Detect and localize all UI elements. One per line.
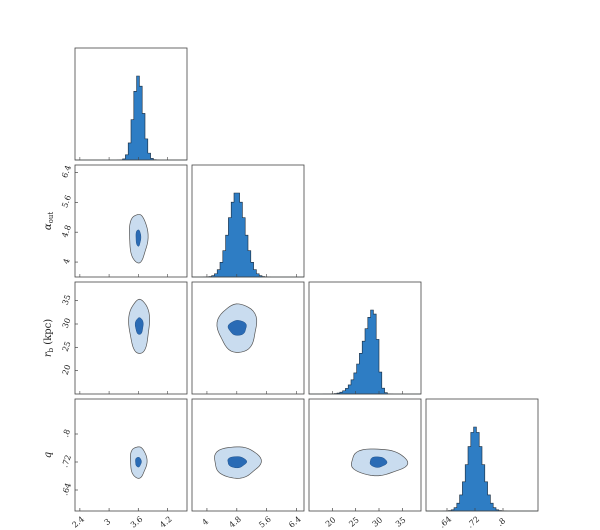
x-tick-label: .64: [438, 515, 454, 530]
x-tick-label: 2.4: [70, 515, 86, 530]
x-tick-label: 4.8: [227, 515, 243, 530]
panel-frame: [191, 398, 305, 512]
y-axis-q: .64 .72 .8 q: [43, 428, 78, 497]
x-tick-label: 35: [394, 515, 408, 528]
histogram-q: [425, 398, 539, 512]
y-tick-label: 25: [61, 340, 73, 353]
panel-frame: [74, 164, 188, 278]
contour-panel-r_b-vs-alpha_out: [191, 281, 305, 395]
panel-frame: [74, 398, 188, 512]
x-tick-label: 4.2: [158, 515, 174, 530]
x-tick-label: 5.6: [257, 515, 273, 530]
x-tick-label: 3.6: [129, 515, 145, 530]
x-tick-label: 25: [347, 515, 361, 528]
y-tick-label: .8: [61, 428, 72, 438]
histogram-alpha_in: [74, 47, 188, 161]
contour-panel-q-vs-alpha_in: [74, 398, 188, 512]
x-tick-label: 4: [200, 517, 210, 527]
y-axis-label-q: q: [43, 452, 54, 458]
contour-inner: [135, 457, 142, 468]
contour-inner: [369, 456, 388, 468]
y-axis-r_b: 20 25 30 35 rb (kpc): [43, 293, 78, 376]
y-tick-label: .72: [60, 454, 73, 469]
y-tick-label: .64: [60, 482, 73, 497]
y-tick-label: 4.8: [60, 224, 73, 239]
x-tick-label: 30: [371, 515, 385, 528]
contour-inner: [227, 456, 247, 469]
histogram-bars-r_b: [309, 309, 421, 395]
panel-frame: [74, 47, 188, 161]
panel-frame: [308, 398, 422, 512]
contour-inner: [134, 317, 144, 335]
y-axis-label-alpha_out: αout: [43, 212, 55, 230]
contour-panel-q-vs-alpha_out: [191, 398, 305, 512]
contour-inner: [135, 229, 142, 247]
y-tick-label: 30: [61, 317, 73, 330]
x-tick-label: 3: [103, 517, 113, 527]
x-tick-label: 6.4: [287, 515, 303, 530]
panel-frame: [191, 281, 305, 395]
x-tick-label: .8: [496, 516, 508, 528]
histogram-bars-alpha_in: [75, 75, 187, 161]
y-axis-alpha_out: 4 4.8 5.6 6.4 αout: [43, 164, 78, 265]
y-tick-label: 35: [61, 293, 73, 306]
histogram-bars-alpha_out: [192, 192, 304, 278]
y-axis-label-r_b: rb (kpc): [43, 319, 55, 357]
panel-frame: [425, 398, 539, 512]
panel-frame: [191, 164, 305, 278]
panel-frame: [74, 281, 188, 395]
contour-panel-q-vs-r_b: [308, 398, 422, 512]
histogram-alpha_out: [191, 164, 305, 278]
contour-inner: [227, 320, 247, 336]
histogram-r_b: [308, 281, 422, 395]
y-tick-label: 20: [61, 363, 73, 376]
histogram-bars-q: [426, 426, 538, 512]
panel-frame: [308, 281, 422, 395]
x-tick-label: 20: [324, 515, 338, 528]
contour-panel-alpha_out-vs-alpha_in: [74, 164, 188, 278]
y-tick-label: 5.6: [60, 194, 73, 209]
y-tick-label: 4: [62, 257, 72, 265]
contour-panel-r_b-vs-alpha_in: [74, 281, 188, 395]
x-tick-label: .72: [466, 515, 482, 530]
y-tick-label: 6.4: [60, 164, 73, 179]
